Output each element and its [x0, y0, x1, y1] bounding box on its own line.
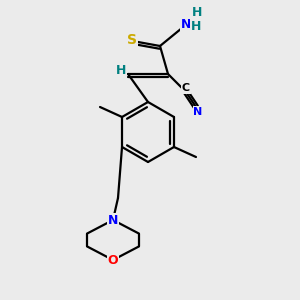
Text: N: N: [194, 107, 202, 117]
Text: C: C: [182, 83, 190, 93]
Text: O: O: [108, 254, 118, 266]
Text: H: H: [191, 20, 201, 32]
Text: N: N: [181, 17, 191, 31]
Text: S: S: [127, 33, 137, 47]
Text: H: H: [192, 5, 202, 19]
Text: N: N: [108, 214, 118, 226]
Text: H: H: [116, 64, 126, 77]
